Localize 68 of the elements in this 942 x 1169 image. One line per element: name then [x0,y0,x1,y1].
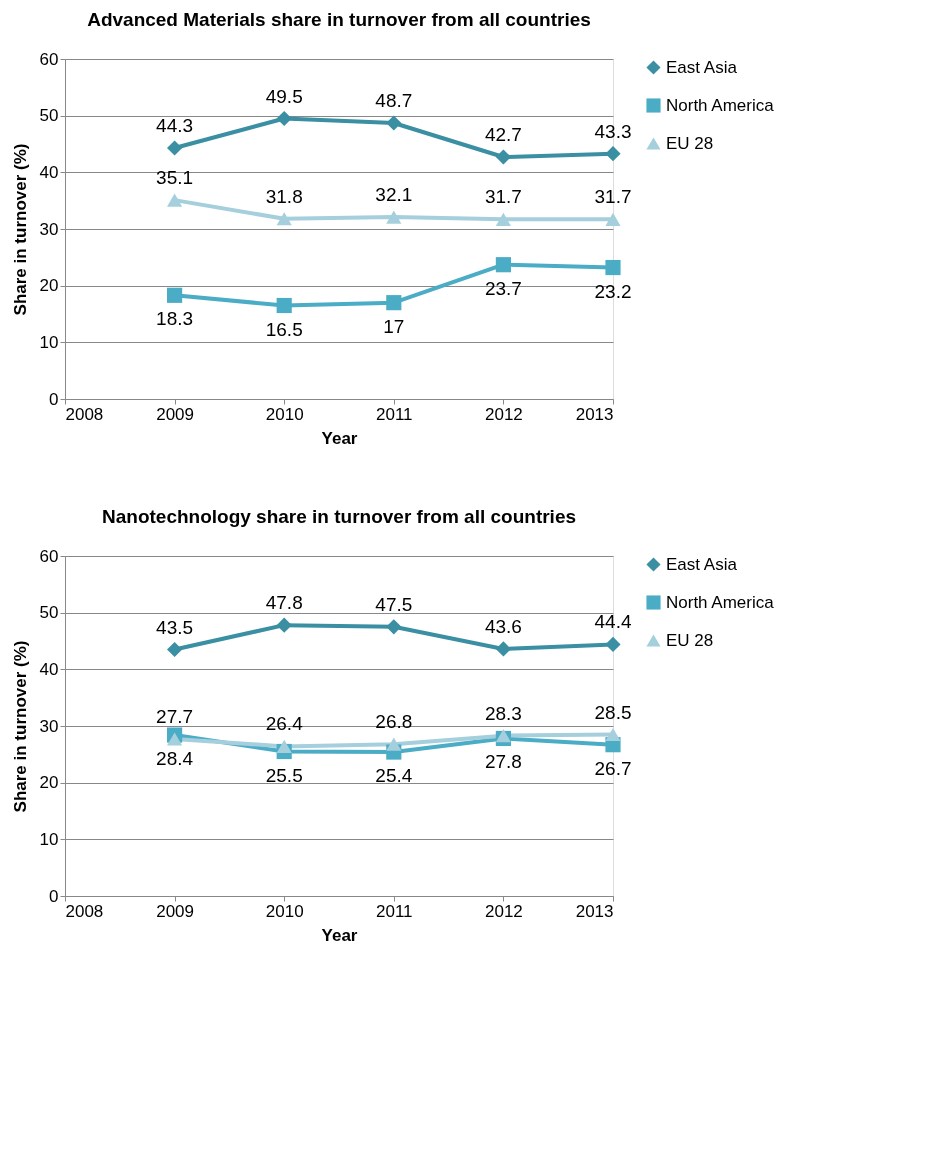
y-tick-label: 20 [39,773,59,793]
y-tick-label: 50 [39,106,59,126]
legend-label: North America [666,95,775,115]
y-tick-label: 40 [39,162,59,182]
data-label: 23.7 [484,277,522,299]
data-label: 44.4 [594,611,632,633]
data-label: 27.7 [156,706,194,728]
x-tick-label: 2008 [65,404,104,424]
data-label: 43.6 [484,615,522,637]
legend-label: East Asia [666,554,738,574]
x-axis-title: Year [321,925,358,945]
data-label: 26.4 [265,713,304,735]
y-tick-label: 10 [39,829,59,849]
y-tick-label: 0 [49,389,59,409]
data-label: 44.3 [156,114,194,136]
y-tick-label: 60 [39,49,59,69]
data-label: 17 [383,315,405,337]
legend-label: EU 28 [666,630,714,650]
data-label: 27.8 [484,751,522,773]
data-label: 28.5 [594,701,632,723]
x-tick-label: 2012 [484,901,523,921]
y-tick-label: 30 [39,219,59,239]
legend-label: North America [666,592,775,612]
y-tick-label: 50 [39,603,59,623]
chart-title: Nanotechnology share in turnover from all countries [101,506,577,527]
chart-title: Advanced Materials share in turnover from all countries [87,9,591,30]
x-tick-label: 2009 [156,901,195,921]
x-tick-label: 2011 [376,404,413,424]
y-axis-title: Share in turnover (%) [10,640,30,813]
x-axis-title: Year [321,428,358,448]
data-label: 42.7 [484,124,522,146]
data-label: 48.7 [375,90,413,112]
data-label: 26.7 [594,757,632,779]
x-tick-label: 2013 [575,404,614,424]
y-tick-label: 20 [39,276,59,296]
y-tick-label: 0 [49,886,59,906]
data-label: 31.8 [265,185,303,207]
x-tick-label: 2009 [156,404,195,424]
data-label: 43.3 [594,120,632,142]
data-label: 25.4 [375,765,413,787]
legend-label: EU 28 [666,133,714,153]
data-label: 31.7 [484,186,522,208]
data-label: 35.1 [156,167,194,189]
data-label: 28.3 [484,702,522,724]
x-tick-label: 2012 [484,404,523,424]
x-tick-label: 2010 [265,901,304,921]
data-label: 23.2 [594,280,632,302]
y-axis-title: Share in turnover (%) [10,143,30,316]
x-tick-label: 2010 [265,404,304,424]
x-tick-label: 2013 [575,901,614,921]
data-label: 32.1 [375,184,413,206]
data-label: 47.8 [265,592,303,614]
data-label: 25.5 [265,764,303,786]
data-label: 47.5 [375,593,413,615]
data-label: 31.7 [594,186,632,208]
data-label: 18.3 [156,308,194,330]
data-label: 49.5 [265,85,303,107]
y-tick-label: 30 [39,716,59,736]
y-tick-label: 60 [39,546,59,566]
data-label: 28.4 [156,748,194,770]
y-tick-label: 10 [39,332,59,352]
x-tick-label: 2011 [376,901,413,921]
y-tick-label: 40 [39,659,59,679]
data-label: 43.5 [156,616,194,638]
x-tick-label: 2008 [65,901,104,921]
legend-label: East Asia [666,57,738,77]
data-label: 26.8 [375,711,413,733]
data-label: 16.5 [265,318,303,340]
